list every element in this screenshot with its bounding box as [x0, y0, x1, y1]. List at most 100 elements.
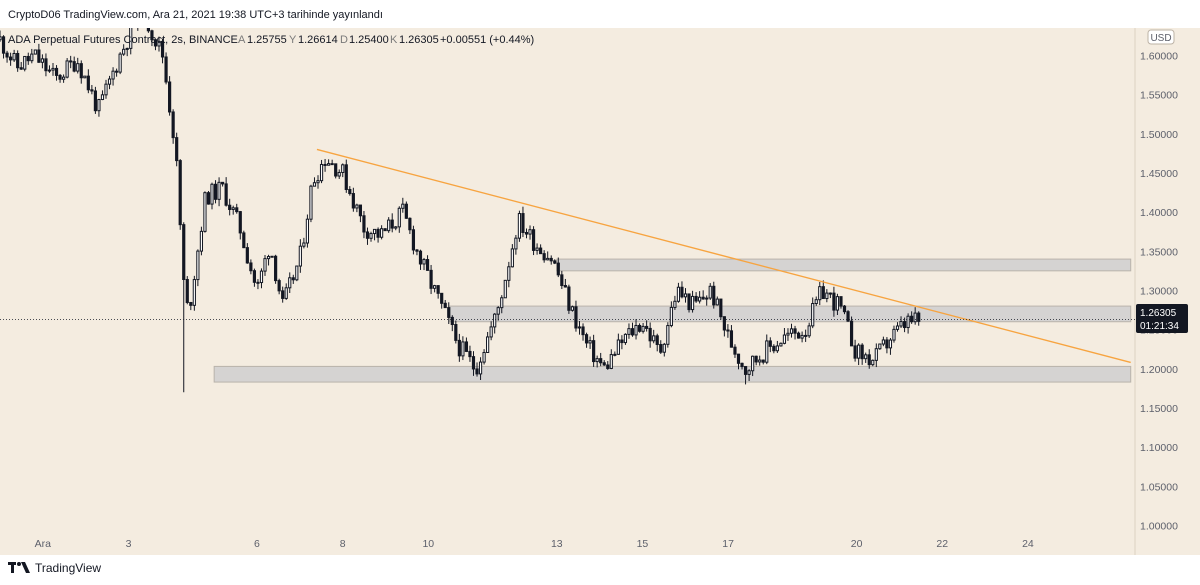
candle-up[interactable]	[627, 328, 631, 335]
candle-up[interactable]	[196, 250, 200, 281]
candle-up[interactable]	[546, 257, 550, 261]
candle-down[interactable]	[224, 183, 228, 206]
candle-up[interactable]	[814, 299, 818, 305]
candle-down[interactable]	[365, 231, 370, 239]
candle-down[interactable]	[277, 280, 281, 292]
candle-down[interactable]	[729, 330, 734, 348]
candle-up[interactable]	[433, 285, 437, 289]
candle-down[interactable]	[471, 356, 476, 370]
candle-down[interactable]	[411, 229, 416, 251]
candle-up[interactable]	[807, 325, 811, 337]
price-zone[interactable]	[449, 305, 1132, 323]
candle-up[interactable]	[97, 99, 101, 112]
candle-down[interactable]	[58, 74, 62, 80]
candle-down[interactable]	[828, 292, 832, 295]
candle-up[interactable]	[747, 370, 751, 375]
candle-up[interactable]	[652, 335, 656, 342]
candle-up[interactable]	[111, 70, 115, 80]
candle-up[interactable]	[302, 242, 306, 247]
candle-down[interactable]	[146, 28, 151, 32]
candle-up[interactable]	[397, 207, 401, 228]
candle-up[interactable]	[899, 321, 903, 327]
candle-down[interactable]	[1, 36, 6, 54]
candle-up[interactable]	[401, 203, 405, 209]
candle-up[interactable]	[641, 325, 645, 332]
candle-up[interactable]	[319, 163, 324, 182]
candle-down[interactable]	[637, 324, 642, 332]
candle-up[interactable]	[673, 300, 677, 308]
candle-down[interactable]	[655, 335, 659, 346]
candle-up[interactable]	[337, 171, 341, 177]
candle-down[interactable]	[86, 75, 90, 91]
candle-down[interactable]	[252, 270, 257, 283]
candle-up[interactable]	[577, 326, 582, 329]
candle-up[interactable]	[199, 230, 204, 252]
candle-down[interactable]	[242, 232, 246, 249]
currency-button-frame[interactable]	[1147, 29, 1175, 45]
candle-down[interactable]	[740, 362, 744, 368]
candle-up[interactable]	[23, 55, 27, 70]
candle-down[interactable]	[185, 278, 189, 303]
candle-up[interactable]	[683, 293, 688, 298]
candle-down[interactable]	[475, 368, 479, 375]
candle-down[interactable]	[256, 281, 260, 284]
candle-up[interactable]	[341, 164, 345, 173]
candle-down[interactable]	[383, 228, 387, 232]
candle-down[interactable]	[648, 327, 652, 342]
candle-up[interactable]	[800, 334, 804, 339]
candle-up[interactable]	[708, 285, 712, 299]
candle-down[interactable]	[54, 67, 59, 76]
candle-up[interactable]	[118, 53, 122, 73]
candle-down[interactable]	[846, 311, 850, 322]
candle-down[interactable]	[867, 354, 871, 366]
candle-down[interactable]	[330, 163, 334, 166]
candle-up[interactable]	[588, 340, 592, 344]
candle-down[interactable]	[592, 340, 596, 363]
candle-down[interactable]	[563, 285, 567, 288]
candle-up[interactable]	[298, 245, 302, 267]
candle-down[interactable]	[454, 324, 458, 341]
candle-up[interactable]	[892, 328, 896, 341]
candle-up[interactable]	[751, 355, 755, 372]
candle-down[interactable]	[712, 285, 716, 306]
candle-up[interactable]	[65, 60, 69, 78]
candle-down[interactable]	[719, 298, 723, 318]
candle-up[interactable]	[369, 233, 373, 239]
candle-up[interactable]	[157, 40, 161, 47]
candle-up[interactable]	[284, 287, 288, 299]
candle-down[interactable]	[221, 181, 225, 185]
trendline-segment[interactable]	[316, 148, 1131, 364]
descending-trendline[interactable]	[316, 148, 1131, 364]
candle-up[interactable]	[528, 229, 532, 235]
candle-up[interactable]	[786, 332, 790, 336]
candle-down[interactable]	[351, 193, 355, 209]
candle-up[interactable]	[895, 325, 900, 330]
candle-down[interactable]	[804, 334, 808, 337]
candle-up[interactable]	[394, 226, 398, 229]
candle-up[interactable]	[913, 312, 917, 323]
candle-up[interactable]	[76, 63, 80, 72]
tradingview-logo[interactable]: TradingView	[8, 561, 101, 575]
candle-down[interactable]	[425, 259, 430, 271]
price-zone[interactable]	[556, 258, 1132, 272]
candle-down[interactable]	[574, 306, 578, 329]
candle-down[interactable]	[839, 296, 843, 307]
candle-down[interactable]	[171, 111, 175, 139]
candle-up[interactable]	[107, 78, 112, 85]
candle-down[interactable]	[556, 262, 560, 276]
candle-down[interactable]	[235, 207, 239, 213]
candle-up[interactable]	[461, 341, 465, 357]
candle-down[interactable]	[436, 285, 440, 294]
candle-down[interactable]	[44, 58, 48, 72]
candle-up[interactable]	[698, 296, 702, 302]
price-axis-background[interactable]	[1135, 28, 1200, 555]
candle-up[interactable]	[782, 334, 787, 344]
candle-down[interactable]	[93, 90, 97, 112]
candle-up[interactable]	[662, 343, 666, 353]
candle-up[interactable]	[888, 339, 893, 349]
candle-down[interactable]	[37, 49, 41, 63]
candle-up[interactable]	[500, 297, 504, 309]
candle-down[interactable]	[796, 332, 801, 339]
candle-up[interactable]	[517, 213, 522, 239]
candle-down[interactable]	[581, 326, 585, 336]
